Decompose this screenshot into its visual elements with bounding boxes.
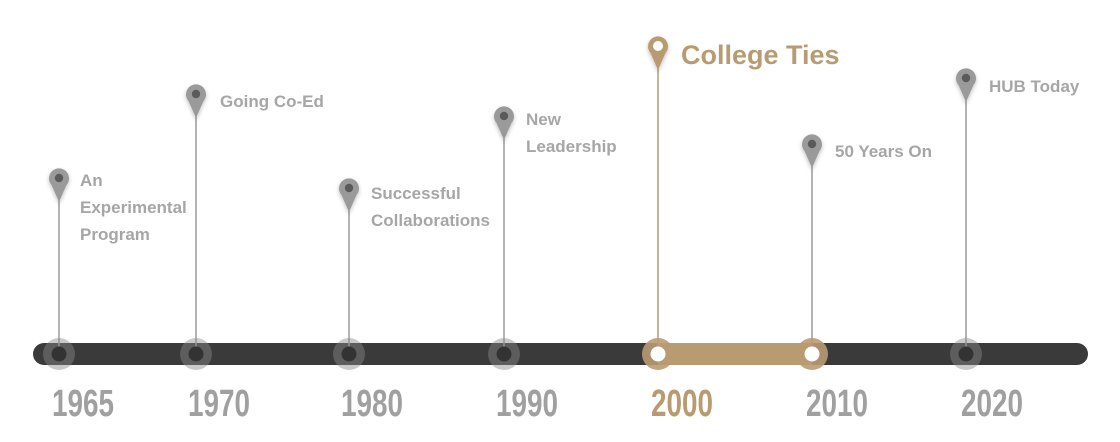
milestone-node-2000[interactable] [650, 346, 666, 362]
map-pin-icon[interactable] [49, 168, 69, 202]
map-pin-icon[interactable] [185, 84, 206, 118]
milestone-node-1980[interactable] [341, 346, 357, 362]
year-label-1965: 1965 [52, 383, 114, 425]
milestone-label-2010: 50 Years On [835, 142, 932, 161]
map-pin-icon[interactable] [802, 134, 822, 168]
milestone-label-1965: An Experimental Program [80, 171, 187, 244]
year-label-2010: 2010 [806, 383, 868, 425]
milestone-label-1970: Going Co-Ed [220, 92, 324, 111]
map-pin-icon[interactable] [956, 68, 976, 102]
milestone-label-line: College Ties [681, 40, 840, 70]
milestone-label-line: Collaborations [371, 211, 490, 230]
milestone-node-1990[interactable] [496, 346, 512, 362]
milestone-node-1970[interactable] [188, 346, 204, 362]
map-pin-icon[interactable] [494, 106, 515, 140]
milestone-label-line: Program [80, 225, 150, 244]
year-label-1980: 1980 [341, 383, 403, 425]
milestone-label-1980: Successful Collaborations [371, 184, 490, 230]
milestone-label-line: Leadership [526, 137, 617, 156]
map-pin-icon[interactable] [648, 36, 669, 70]
map-pin-icon[interactable] [339, 178, 359, 212]
year-label-1970: 1970 [188, 383, 250, 425]
milestone-label-line: Experimental [80, 198, 187, 217]
milestone-node-2020[interactable] [958, 346, 974, 362]
milestone-label-1990: New Leadership [526, 110, 617, 156]
milestone-label-line: HUB Today [989, 77, 1080, 96]
milestone-label-line: Going Co-Ed [220, 92, 324, 111]
milestone-label-2020: HUB Today [989, 77, 1080, 96]
milestone-label-2000: College Ties [681, 40, 840, 70]
year-label-2000: 2000 [651, 383, 713, 425]
milestone-node-2010[interactable] [804, 346, 820, 362]
year-label-1990: 1990 [496, 383, 558, 425]
milestone-label-line: Successful [371, 184, 461, 203]
milestone-label-line: New [526, 110, 562, 129]
milestone-node-1965[interactable] [51, 346, 67, 362]
year-label-2020: 2020 [961, 383, 1023, 425]
milestone-label-line: An [80, 171, 103, 190]
milestone-label-line: 50 Years On [835, 142, 932, 161]
